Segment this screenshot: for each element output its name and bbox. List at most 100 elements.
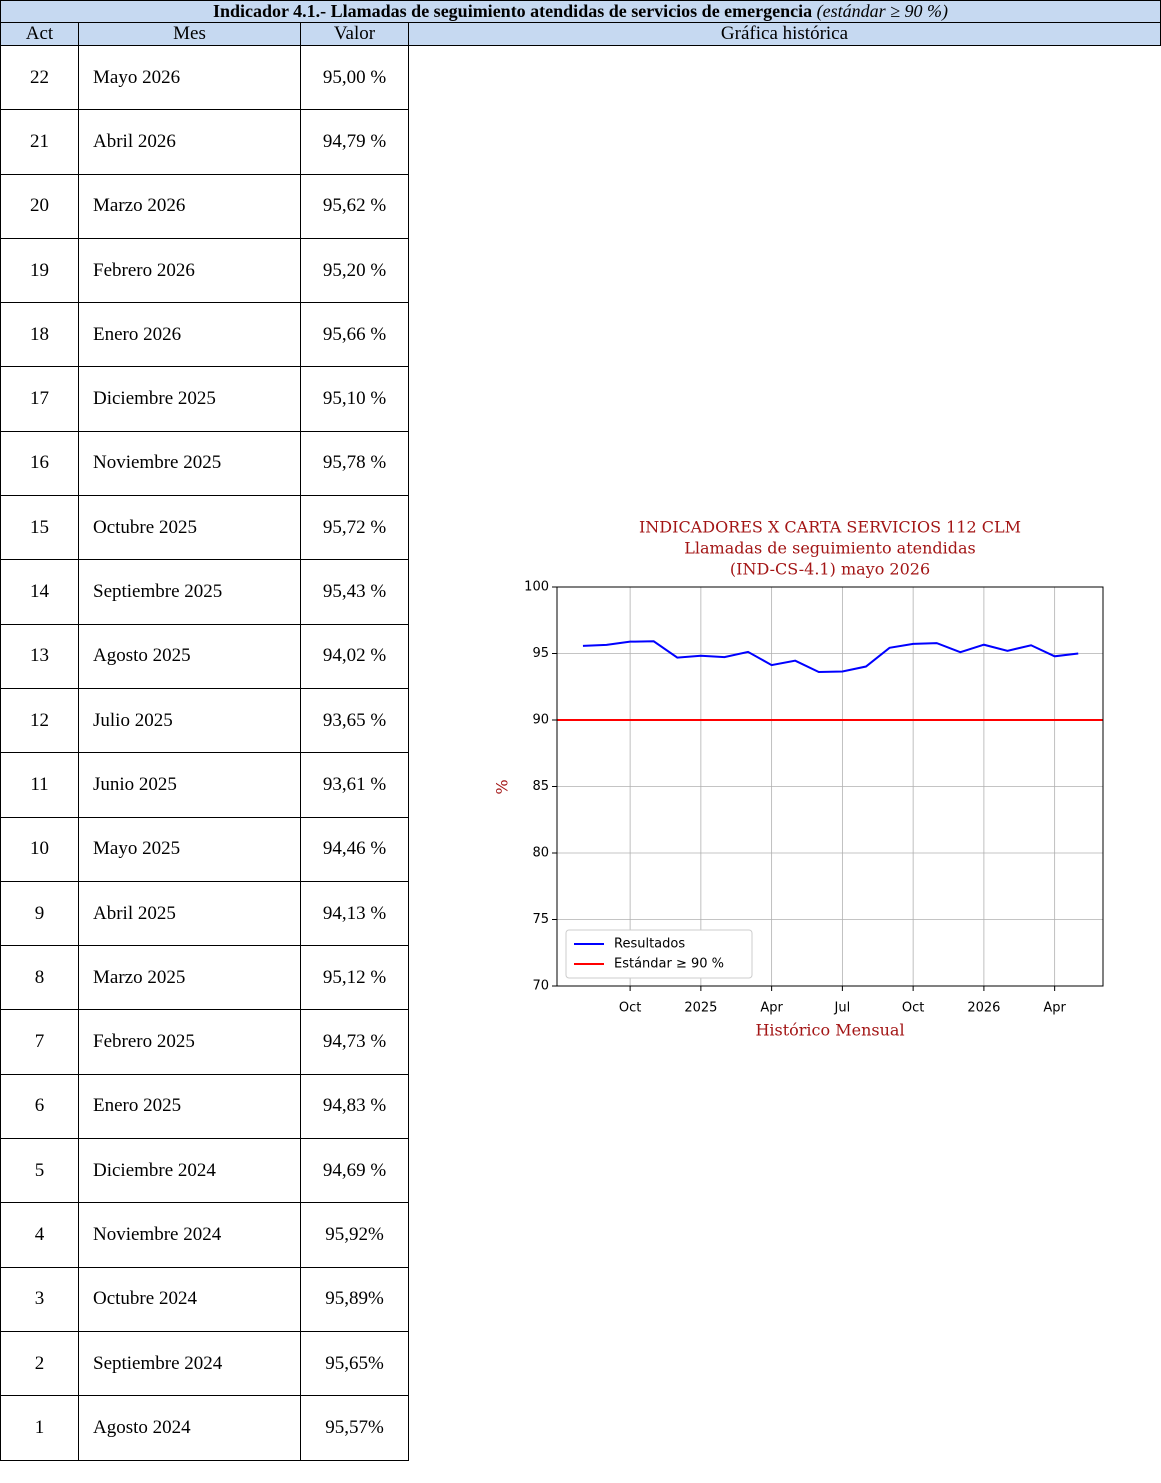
- cell: Mayo 2025: [78, 816, 301, 882]
- chart-title: INDICADORES X CARTA SERVICIOS 112 CLM: [639, 518, 1021, 537]
- table-row: 5 Diciembre 2024 94,69 %: [0, 1138, 1161, 1204]
- cell: 19: [0, 237, 79, 304]
- cell: 4: [0, 1202, 79, 1268]
- cell: 95,12 %: [300, 945, 409, 1011]
- y-tick-label: 100: [524, 580, 549, 595]
- legend-label: Resultados: [614, 937, 685, 952]
- cell: 94,69 %: [300, 1138, 409, 1204]
- column-header: Gráfica histórica: [408, 22, 1161, 46]
- table-row: 18 Enero 2026 95,66 %: [0, 302, 1161, 368]
- table-row: 2 Septiembre 2024 95,65%: [0, 1330, 1161, 1397]
- cell: 13: [0, 623, 79, 689]
- cell: 94,83 %: [300, 1073, 409, 1140]
- cell: 16: [0, 430, 79, 497]
- table-row: 10 Mayo 2025 94,46 %: [0, 816, 1161, 882]
- cell: Agosto 2025: [78, 623, 301, 689]
- cell: Octubre 2024: [78, 1266, 301, 1332]
- cell: Abril 2025: [78, 880, 301, 947]
- x-tick-label: Oct: [902, 1001, 924, 1016]
- table-title: Indicador 4.1.- Llamadas de seguimiento …: [0, 0, 1161, 23]
- data-line: [582, 640, 1079, 673]
- table-row: 7 Febrero 2025 94,73 %: [0, 1009, 1161, 1075]
- x-tick-label: Jul: [834, 1001, 851, 1016]
- title: Indicador 4.1.- Llamadas de seguimiento …: [212, 1, 813, 21]
- cell: 1: [0, 1395, 79, 1461]
- cell: 95,62 %: [300, 173, 409, 239]
- cell: 94,79 %: [300, 109, 409, 175]
- y-tick-label: 90: [532, 713, 549, 728]
- column-header: Valor: [300, 22, 409, 46]
- cell: 95,10 %: [300, 366, 409, 432]
- x-tick-label: Apr: [1043, 1001, 1066, 1016]
- cell: Abril 2026: [78, 109, 301, 175]
- table-row: 14 Septiembre 2025 95,43 %: [0, 559, 1161, 625]
- cell: 95,89%: [300, 1266, 409, 1332]
- cell: 5: [0, 1138, 79, 1204]
- cell: Noviembre 2025: [78, 430, 301, 497]
- table-row: 21 Abril 2026 94,79 %: [0, 109, 1161, 175]
- x-tick-label: Apr: [760, 1001, 783, 1016]
- legend-label: Estándar ≥ 90 %: [614, 957, 724, 972]
- cell: Febrero 2026: [78, 237, 301, 304]
- cell: 94,46 %: [300, 816, 409, 882]
- table-row: 1 Agosto 2024 95,57%: [0, 1395, 1161, 1461]
- cell: 95,43 %: [300, 559, 409, 625]
- cell: 95,78 %: [300, 430, 409, 497]
- cell: Septiembre 2024: [78, 1330, 301, 1397]
- chart-title: (IND-CS-4.1) mayo 2026: [730, 560, 930, 579]
- cell: 95,00 %: [300, 44, 409, 111]
- table-row: 4 Noviembre 2024 95,92%: [0, 1202, 1161, 1268]
- cell: Marzo 2026: [78, 173, 301, 239]
- y-tick-label: 75: [532, 912, 549, 927]
- cell: 15: [0, 495, 79, 561]
- cell: Febrero 2025: [78, 1009, 301, 1075]
- x-tick-label: 2026: [967, 1001, 1000, 1016]
- chart: INDICADORES X CARTA SERVICIOS 112 CLM Lla…: [493, 518, 1104, 1040]
- cell: Enero 2026: [78, 302, 301, 368]
- x-axis-label: Histórico Mensual: [755, 1021, 904, 1040]
- y-tick-label: 95: [532, 646, 549, 661]
- cell: 95,20 %: [300, 237, 409, 304]
- column-header: Act: [0, 22, 79, 46]
- table-row: 16 Noviembre 2025 95,78 %: [0, 430, 1161, 497]
- cell: 11: [0, 752, 79, 818]
- table-row: 17 Diciembre 2025 95,10 %: [0, 366, 1161, 432]
- cell: 95,66 %: [300, 302, 409, 368]
- table-row: 8 Marzo 2025 95,12 %: [0, 945, 1161, 1011]
- y-axis-label: %: [493, 779, 512, 794]
- cell: 95,57%: [300, 1395, 409, 1461]
- y-tick-label: 85: [532, 779, 549, 794]
- table-row: 19 Febrero 2026 95,20 %: [0, 237, 1161, 304]
- subtitle: (estándar ≥ 90 %): [816, 1, 949, 21]
- cell: Marzo 2025: [78, 945, 301, 1011]
- cell: Diciembre 2025: [78, 366, 301, 432]
- cell: 10: [0, 816, 79, 882]
- table-row: 22 Mayo 2026 95,00 %: [0, 44, 1161, 1461]
- cell: 94,73 %: [300, 1009, 409, 1075]
- cell: 9: [0, 880, 79, 947]
- cell: Noviembre 2024: [78, 1202, 301, 1268]
- cell: 14: [0, 559, 79, 625]
- legend-box: [565, 929, 753, 979]
- cell: Septiembre 2025: [78, 559, 301, 625]
- x-tick-label: 2025: [684, 1001, 717, 1016]
- cell: Agosto 2024: [78, 1395, 301, 1461]
- y-tick-label: 80: [532, 846, 549, 861]
- cell: 95,92%: [300, 1202, 409, 1268]
- cell: Diciembre 2024: [78, 1138, 301, 1204]
- cell: 21: [0, 109, 79, 175]
- cell: 12: [0, 687, 79, 754]
- cell: 95,72 %: [300, 495, 409, 561]
- table-row: 20 Marzo 2026 95,62 %: [0, 173, 1161, 239]
- cell: Julio 2025: [78, 687, 301, 754]
- plot-frame: [556, 586, 1104, 987]
- chart-title: Llamadas de seguimiento atendidas: [684, 539, 976, 558]
- cell: Junio 2025: [78, 752, 301, 818]
- table-row: 9 Abril 2025 94,13 %: [0, 880, 1161, 947]
- cell: Mayo 2026: [78, 44, 301, 111]
- cell: 93,61 %: [300, 752, 409, 818]
- cell: 8: [0, 945, 79, 1011]
- table-row: 12 Julio 2025 93,65 %: [0, 687, 1161, 754]
